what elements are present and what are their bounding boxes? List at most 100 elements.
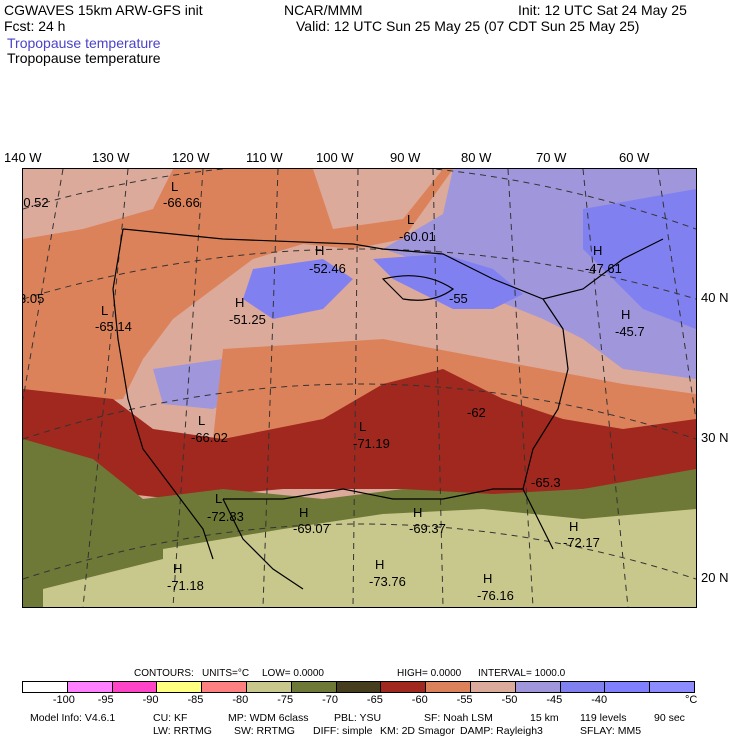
colorbar-tick-label: -50 <box>501 694 518 706</box>
extrema-value: -66.66 <box>163 195 200 210</box>
colorbar-tick-label: -80 <box>232 694 249 706</box>
edge-value: -55 <box>449 291 468 306</box>
lat-line <box>23 383 696 440</box>
field-red-band <box>23 369 696 499</box>
extrema-letter: H <box>299 505 309 520</box>
colorbar-swatch <box>515 682 561 692</box>
footer-lw: LW: RRTMG <box>153 725 212 737</box>
field-pink-n <box>313 169 443 229</box>
extrema-letter: L <box>171 179 179 194</box>
graticule <box>23 169 696 607</box>
lon-line <box>657 169 696 420</box>
extrema-letter: H <box>483 571 493 586</box>
footer-diff: DIFF: simple <box>313 725 373 737</box>
map-panel: L -66.66 L -60.01 H -52.46 H -47.61 H -5… <box>22 168 697 608</box>
extrema-letter: H <box>235 295 245 310</box>
footer-resolution: 15 km <box>530 712 559 724</box>
colorbar-swatch <box>291 682 337 692</box>
extrema-value: -69.37 <box>409 521 446 536</box>
lon-label: 90 W <box>390 150 421 165</box>
field-blue-ne <box>583 189 696 329</box>
contours-units: UNITS=°C <box>202 668 250 679</box>
colorbar-swatch <box>381 682 427 692</box>
extrema-value: -72.17 <box>563 535 600 550</box>
footer-pbl: PBL: YSU <box>334 712 382 724</box>
edge-value: -65.3 <box>531 475 561 490</box>
field-khaki-sw <box>43 559 183 607</box>
valid-time: Valid: 12 UTC Sun 25 May 25 (07 CDT Sun … <box>296 18 640 34</box>
contours-interval: INTERVAL= 1000.0 <box>478 668 566 679</box>
lat-label: 20 N <box>701 570 729 585</box>
edge-value: -62 <box>467 405 486 420</box>
lon-label: 140 W <box>4 150 42 165</box>
colorbar <box>22 681 695 693</box>
lon-label: 70 W <box>536 150 567 165</box>
colorbar-tick-label: -45 <box>546 694 563 706</box>
extrema-letter: H <box>375 557 385 572</box>
lon-label: 100 W <box>316 150 354 165</box>
east-coast <box>522 298 569 550</box>
extrema-value: -72.83 <box>207 509 244 524</box>
lat-label: 30 N <box>701 430 729 445</box>
extrema-letter: H <box>593 243 603 258</box>
field-khaki-south <box>163 509 696 607</box>
lat-label: 40 N <box>701 290 729 305</box>
lon-line <box>262 169 279 607</box>
extrema-letter: H <box>413 505 423 520</box>
field-pink-nw <box>23 169 173 239</box>
lat-line <box>23 523 696 580</box>
contours-high: HIGH= 0.0000 <box>397 668 462 679</box>
footer-levels: 119 levels <box>580 712 627 724</box>
colorbar-swatch <box>157 682 203 692</box>
colorbar-tick-label: -90 <box>142 694 159 706</box>
contours-label: CONTOURS: <box>134 668 194 679</box>
colorbar-tick-label: -55 <box>456 694 473 706</box>
field-name-shaded: Tropopause temperature <box>7 35 161 51</box>
extrema-letter: L <box>359 419 367 434</box>
extrema-value: -69.07 <box>293 521 330 536</box>
extrema-value: -45.7 <box>615 324 645 339</box>
colorbar-swatch <box>426 682 471 692</box>
edge-value: 3.05 <box>23 291 45 306</box>
extrema-value: -52.46 <box>309 261 346 276</box>
colorbar-tick-label: -100 <box>52 694 75 706</box>
lon-line <box>432 169 444 607</box>
footer-sflay: SFLAY: MM5 <box>580 725 642 737</box>
init-time: Init: 12 UTC Sat 24 May 25 <box>518 2 687 18</box>
extrema-letter: L <box>215 491 223 506</box>
contours-low: LOW= 0.0000 <box>262 668 324 679</box>
colorbar-swatch <box>112 682 158 692</box>
footer-sf: SF: Noah LSM <box>424 712 493 724</box>
colorbar-swatch <box>23 682 68 692</box>
lon-label: 80 W <box>461 150 492 165</box>
extrema-value: -47.61 <box>585 261 622 276</box>
field-blue-west <box>243 259 353 319</box>
lon-label: 60 W <box>619 150 650 165</box>
colorbar-swatch <box>650 682 694 692</box>
colorbar-tick-label: -40 <box>591 694 608 706</box>
field-orange-nw <box>23 169 453 409</box>
tropopause-temperature-field <box>23 169 696 607</box>
colorbar-tick-label: -60 <box>411 694 428 706</box>
extrema-value: -73.76 <box>369 574 406 589</box>
extrema-letter: L <box>407 212 415 227</box>
colorbar-tick-label: °C <box>685 694 698 706</box>
colorbar-tick-label: -75 <box>277 694 294 706</box>
lon-line <box>23 169 64 400</box>
extrema-letter: H <box>173 561 183 576</box>
footer-sw: SW: RRTMG <box>234 725 295 737</box>
footer-km: KM: 2D Smagor <box>380 725 455 737</box>
extrema-value: -71.18 <box>167 578 204 593</box>
extrema-value: -76.16 <box>477 588 514 603</box>
footer-timestep: 90 sec <box>654 712 685 724</box>
lon-line <box>582 169 629 607</box>
lat-line <box>23 248 696 300</box>
org-label: NCAR/MMM <box>284 2 363 18</box>
colorbar-tick-label: -95 <box>97 694 114 706</box>
lon-line <box>82 169 129 607</box>
model-title: CGWAVES 15km ARW-GFS init <box>4 2 203 18</box>
extrema-letter: H <box>569 519 579 534</box>
lon-label: 130 W <box>92 150 130 165</box>
footer-cu: CU: KF <box>153 712 188 724</box>
extrema-value: -51.25 <box>229 312 266 327</box>
